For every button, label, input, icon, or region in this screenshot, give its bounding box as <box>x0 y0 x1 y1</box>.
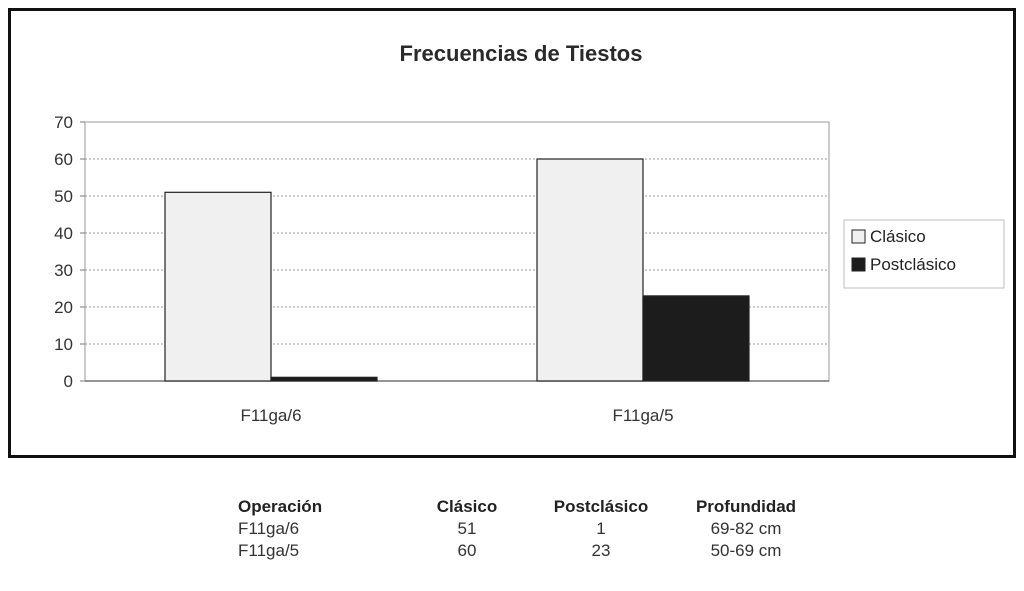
y-tick-label: 10 <box>54 335 73 354</box>
bar-postclasico <box>270 376 378 382</box>
header-operacion: Operación <box>238 497 323 516</box>
y-tick-label: 60 <box>54 150 73 169</box>
bar-clasico <box>536 158 644 382</box>
y-tick-label: 50 <box>54 187 73 206</box>
cell-operacion: F11ga/5 <box>238 541 300 560</box>
bar-clasico <box>164 191 272 382</box>
x-category-label: F11ga/5 <box>612 406 673 425</box>
y-tick-label: 20 <box>54 298 73 317</box>
legend: Clásico Postclásico <box>843 219 1005 289</box>
y-tick-label: 70 <box>54 113 73 132</box>
table-row: F11ga/6 51 1 69-82 cm <box>238 518 816 540</box>
bar-chart: Frecuencias de Tiestos 0 10 20 30 40 50 60 70 F1… <box>54 41 1005 425</box>
y-tick-label: 40 <box>54 224 73 243</box>
chart-frame: Frecuencias de Tiestos 0 10 20 30 40 50 60 70 F1… <box>8 8 1016 458</box>
cell-postclasico: 23 <box>591 541 611 560</box>
y-tick-label: 30 <box>54 261 73 280</box>
plot-area: 0 10 20 30 40 50 60 70 F11ga/6 F11ga/5 <box>54 113 830 425</box>
header-profundidad: Profundidad <box>695 497 797 516</box>
table-row: F11ga/5 60 23 50-69 cm <box>238 540 816 562</box>
y-tick-label: 0 <box>64 372 73 391</box>
x-category-label: F11ga/6 <box>240 406 301 425</box>
table-header-row: Operación Clásico Postclásico Profundida… <box>238 496 816 518</box>
legend-label: Clásico <box>870 227 926 246</box>
cell-postclasico: 1 <box>596 519 606 538</box>
header-postclasico: Postclásico <box>553 497 649 516</box>
header-clasico: Clásico <box>436 497 498 516</box>
legend-swatch <box>851 229 866 244</box>
data-table: Operación Clásico Postclásico Profundida… <box>238 496 816 562</box>
legend-swatch <box>851 257 866 272</box>
cell-profundidad: 69-82 cm <box>710 519 782 538</box>
cell-profundidad: 50-69 cm <box>710 541 782 560</box>
cell-operacion: F11ga/6 <box>238 519 300 538</box>
chart-title: Frecuencias de Tiestos <box>400 41 643 66</box>
bar-postclasico <box>642 295 750 382</box>
cell-clasico: 51 <box>457 519 477 538</box>
cell-clasico: 60 <box>457 541 477 560</box>
legend-box <box>843 219 1005 289</box>
legend-label: Postclásico <box>870 255 956 274</box>
